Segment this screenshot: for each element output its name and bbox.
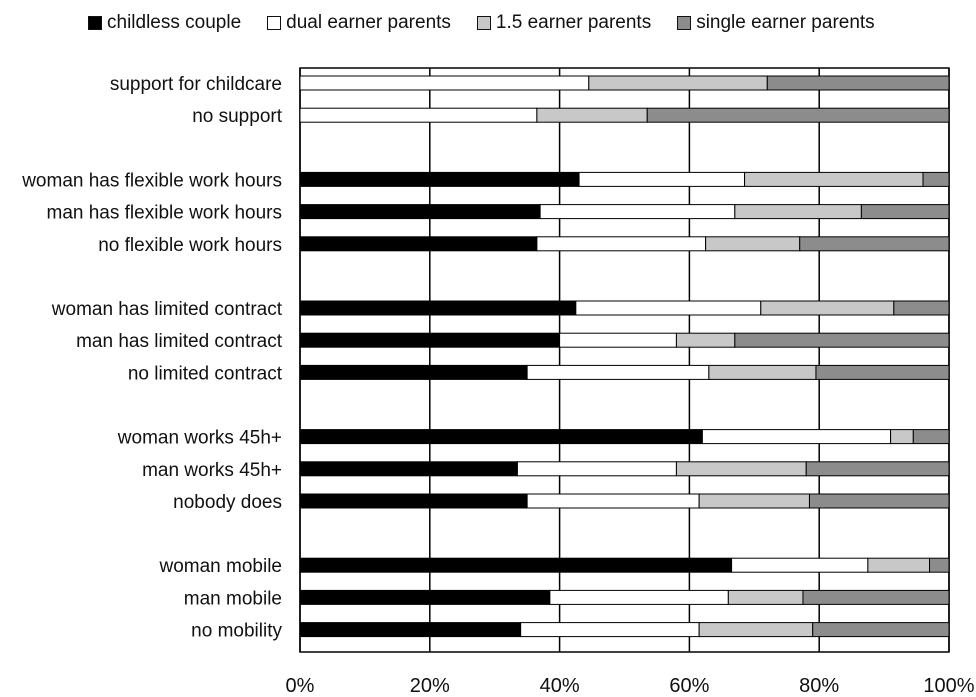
bar-segment [867,557,931,573]
bar-segment [299,75,590,91]
bar-segment [299,107,538,123]
category-label: no flexible work hours [98,235,282,256]
bar-segment [675,461,807,477]
x-tick-label: 80% [799,675,839,697]
legend-item: dual earner parents [267,12,451,34]
bar-segment [299,236,538,252]
bar-segment [299,429,703,445]
bar-segment [299,364,528,380]
bar-segment [526,493,700,509]
bar-segment [520,622,700,638]
bar-segment [734,332,950,348]
x-tick-label: 40% [540,675,580,697]
bar-segment [708,364,817,380]
bar-segment [808,493,950,509]
category-label: no limited contract [128,363,283,384]
bar-segment [646,107,950,123]
legend-label: dual earner parents [286,12,451,33]
bar-segment [815,364,950,380]
bar-segment [559,332,677,348]
plot-frame [299,67,950,653]
bar-segment [860,204,950,220]
bar-segment [766,75,950,91]
bar-segment [705,236,801,252]
category-label: woman mobile [159,556,283,577]
legend-swatch [476,16,491,30]
bar-segment [575,300,762,316]
bar-segment [299,300,577,316]
bar-segment [536,236,707,252]
x-tick-label: 0% [286,675,315,697]
bar-segment [744,171,924,187]
bar-segment [578,171,746,187]
legend-item: 1.5 earner parents [476,12,652,34]
bar-segment [299,493,528,509]
category-label: woman has limited contract [51,299,283,320]
bar-segment [526,364,710,380]
category-label: nobody does [173,492,282,513]
legend-item: childless couple [88,12,241,34]
bar-segment [549,589,729,605]
legend-label: single earner parents [696,12,875,33]
x-tick-label: 60% [669,675,709,697]
bar-segment [675,332,736,348]
bar-segment [760,300,895,316]
category-label: no support [192,106,283,127]
bar-segment [922,171,950,187]
bar-segment [299,461,518,477]
category-label: woman has flexible work hours [21,170,282,191]
category-label: support for childcare [110,74,282,95]
x-tick-label: 20% [410,675,450,697]
x-tick-label: 100% [923,675,974,697]
category-label: man works 45h+ [142,460,282,481]
bar-segment [588,75,768,91]
category-label: woman works 45h+ [117,428,282,449]
legend-item: single earner parents [677,12,875,34]
bar-segment [805,461,950,477]
bar-segment [536,107,648,123]
bar-segment [890,429,914,445]
bar-segment [799,236,950,252]
legend-swatch [677,16,692,30]
category-label: man has limited contract [76,331,283,352]
bar-segment [299,557,733,573]
category-label: no mobility [191,621,282,642]
bar-segment [727,589,804,605]
bar-segment [299,622,522,638]
bar-segment [701,429,892,445]
legend-swatch [267,16,282,30]
bar-segment [731,557,869,573]
bar-segment [698,622,814,638]
bar-segment [734,204,862,220]
bar-segment [812,622,950,638]
bar-segment [299,171,580,187]
bar-segment [912,429,950,445]
bar-segment [299,589,551,605]
legend-swatch [88,16,102,30]
bar-segment [893,300,950,316]
bar-segment [539,204,736,220]
bar-segment [802,589,950,605]
legend-label: childless couple [107,12,242,33]
bar-segment [299,204,541,220]
bar-segment [929,557,950,573]
legend-label: 1.5 earner parents [495,12,652,33]
bar-segment [299,332,561,348]
category-label: man mobile [184,588,282,609]
bar-segment [698,493,810,509]
bar-segment [516,461,677,477]
legend: childless couple dual earner parents 1.5 e… [88,12,875,34]
category-label: man has flexible work hours [47,203,283,224]
